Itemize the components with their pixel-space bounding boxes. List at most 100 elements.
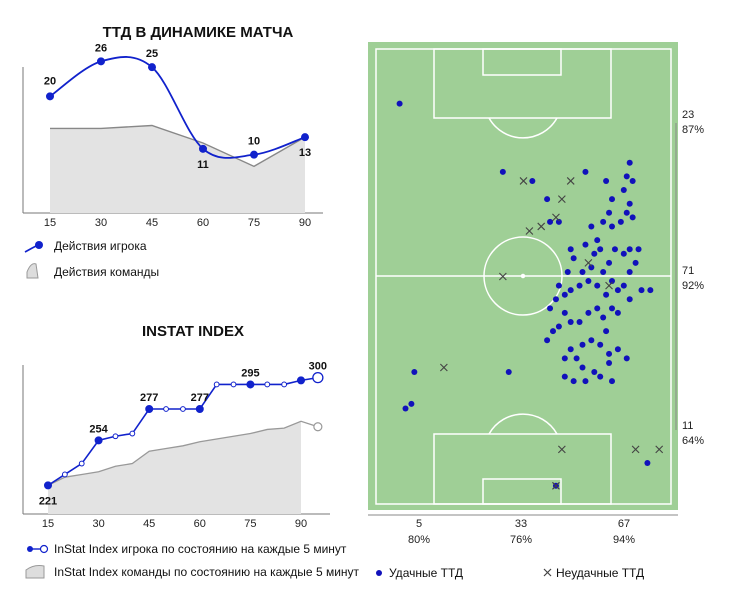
x-tick-label: 30 — [95, 217, 107, 229]
x-tick-label: 30 — [92, 518, 104, 530]
successful-action — [600, 268, 607, 275]
pitch-lines — [375, 48, 672, 505]
value-label: 25 — [146, 48, 158, 60]
successful-action — [408, 400, 415, 407]
player-point — [250, 150, 258, 159]
successful-action — [594, 237, 601, 244]
player-point — [97, 57, 105, 66]
player-point — [94, 436, 103, 445]
successful-action — [576, 319, 583, 325]
value-label: 26 — [95, 42, 107, 54]
successful-action — [620, 187, 627, 194]
x-tick-label: 75 — [248, 217, 260, 229]
value-label: 11 — [197, 159, 209, 171]
successful-action — [505, 369, 512, 376]
team-line — [47, 420, 319, 486]
player-point — [148, 63, 156, 72]
zone-top-value: 23 — [682, 109, 694, 121]
successful-action — [609, 305, 615, 312]
x-tick-label: 75 — [244, 518, 256, 530]
successful-action — [606, 259, 613, 266]
successful-action — [626, 200, 633, 207]
successful-action — [582, 378, 589, 385]
successful-action — [567, 319, 574, 325]
successful-action — [629, 177, 636, 184]
successful-action — [594, 282, 601, 289]
legend-instat-team: InStat Index команды по состоянию на каж… — [54, 565, 360, 579]
successful-action — [600, 314, 607, 321]
x-tick-label: 15 — [42, 518, 54, 530]
successful-action — [600, 218, 607, 225]
ttd-team-series — [50, 124, 306, 213]
successful-action — [547, 218, 554, 225]
successful-action — [585, 309, 592, 316]
x-tick-label: 60 — [194, 518, 206, 530]
unsuccessful-action — [584, 258, 593, 267]
successful-action — [411, 369, 418, 376]
legend-unsuccessful-marker — [543, 568, 552, 577]
legend-instat-player-marker — [27, 544, 49, 554]
legend-player-actions: Действия игрока — [54, 239, 147, 253]
team-end-point — [313, 422, 323, 432]
ttd-chart: ТТД В ДИНАМИКЕ МАТЧА 15 30 45 60 75 90 20 26 25… — [22, 24, 323, 279]
unsuccessful-action — [525, 227, 534, 235]
x-tick-label: 60 — [197, 217, 209, 229]
legend-team-actions: Действия команды — [54, 265, 159, 279]
value-label: 221 — [39, 495, 57, 507]
value-label: 295 — [241, 367, 259, 379]
legend-successful: Удачные ТТД — [389, 566, 463, 580]
successful-action — [544, 337, 551, 344]
successful-action — [638, 287, 645, 294]
successful-action — [614, 309, 621, 316]
value-label: 277 — [140, 392, 158, 404]
successful-action — [647, 287, 654, 294]
value-label: 10 — [248, 136, 260, 148]
successful-action — [561, 355, 568, 362]
successful-action — [570, 378, 577, 385]
successful-action — [606, 350, 613, 357]
successful-action — [529, 177, 536, 184]
player-point — [264, 381, 271, 388]
player-point — [297, 376, 305, 385]
successful-action — [626, 246, 633, 253]
successful-action — [603, 328, 610, 335]
instat-legend: InStat Index игрока по состоянию на кажд… — [25, 542, 360, 579]
zone-top-pct: 87% — [682, 124, 704, 136]
player-point — [61, 471, 68, 478]
successful-action — [623, 209, 630, 216]
successful-action — [579, 341, 586, 348]
player-point — [301, 133, 309, 142]
unsuccessful-actions — [439, 177, 664, 490]
player-point — [199, 144, 207, 153]
pitch-legend: Удачные ТТД Неудачные ТТД — [376, 566, 644, 580]
player-point — [213, 381, 220, 388]
pitch-y-labels: 23 87% 71 92% 11 64% — [675, 109, 704, 447]
x-tick-label: 90 — [295, 518, 307, 530]
instat-value-labels: 221 254 277 277 295 300 — [39, 361, 327, 508]
successful-action — [609, 278, 615, 285]
team-area — [48, 421, 301, 514]
successful-action — [620, 250, 627, 257]
unsuccessful-action — [519, 177, 528, 185]
successful-action — [623, 355, 630, 362]
successful-action — [591, 369, 598, 376]
legend-unsuccessful: Неудачные ТТД — [556, 566, 644, 580]
player-point — [246, 380, 255, 389]
unsuccessful-action — [537, 222, 546, 231]
zone-mid-pct: 92% — [682, 280, 704, 292]
successful-action — [614, 287, 621, 294]
successful-action — [567, 246, 574, 253]
successful-action — [579, 364, 586, 371]
unsuccessful-action — [566, 177, 575, 185]
x-tick-label: 15 — [44, 217, 56, 229]
successful-action — [552, 296, 559, 303]
player-point — [195, 405, 204, 413]
player-point — [129, 430, 136, 437]
flank-center-value: 33 — [515, 518, 527, 530]
value-label: 13 — [299, 147, 311, 159]
successful-action — [606, 359, 613, 366]
player-end-point — [312, 371, 324, 384]
unsuccessful-action — [631, 445, 640, 454]
successful-action — [582, 241, 589, 248]
